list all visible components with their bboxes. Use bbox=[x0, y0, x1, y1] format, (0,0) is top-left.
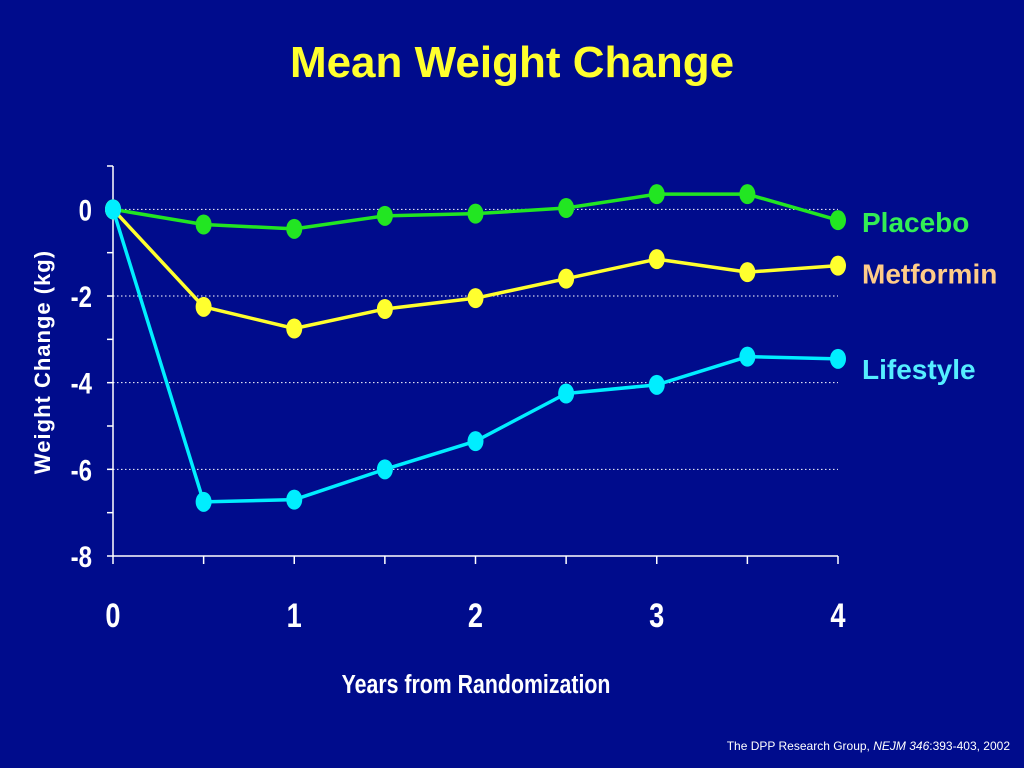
series-layer bbox=[105, 184, 846, 512]
point-placebo-2 bbox=[286, 218, 303, 239]
x-axis-label: Years from Randomization bbox=[342, 670, 611, 700]
x-tick-label-2: 2 bbox=[468, 596, 483, 635]
chart-title: Mean Weight Change bbox=[289, 38, 735, 87]
point-placebo-6 bbox=[648, 184, 665, 205]
legend-label-metformin: Metformin bbox=[862, 259, 997, 290]
point-metformin-4 bbox=[467, 288, 484, 309]
x-tick-label-3: 3 bbox=[649, 596, 664, 635]
legend-label-placebo: Placebo bbox=[862, 207, 969, 238]
point-metformin-2 bbox=[286, 318, 303, 339]
point-metformin-5 bbox=[558, 268, 575, 289]
point-lifestyle-1 bbox=[195, 491, 212, 512]
point-lifestyle-2 bbox=[286, 489, 303, 510]
point-placebo-4 bbox=[467, 203, 484, 224]
y-tick-label-4: -8 bbox=[71, 539, 92, 573]
citation-pages: :393-403, 2002 bbox=[929, 739, 1010, 753]
y-tick-label-1: -2 bbox=[71, 279, 92, 313]
x-tick-label-4: 4 bbox=[830, 596, 845, 635]
series-line-metformin bbox=[111, 208, 839, 331]
point-lifestyle-6 bbox=[648, 374, 665, 395]
x-tick-label-1: 1 bbox=[287, 596, 302, 635]
citation: The DPP Research Group, NEJM 346:393-403… bbox=[727, 739, 1010, 753]
point-placebo-8 bbox=[830, 210, 846, 231]
citation-authors: The DPP Research Group, bbox=[726, 739, 874, 753]
series-lifestyle bbox=[105, 199, 846, 512]
tick-labels: 0 -2 -4 -6 -8 0 1 2 3 4 bbox=[71, 193, 846, 635]
y-axis-label: Weight Change (kg) bbox=[30, 250, 55, 474]
point-metformin-6 bbox=[648, 249, 665, 270]
series-line-lifestyle bbox=[111, 208, 839, 504]
point-lifestyle-8 bbox=[830, 348, 846, 369]
point-placebo-5 bbox=[558, 198, 575, 219]
point-metformin-7 bbox=[739, 262, 756, 283]
y-tick-label-2: -4 bbox=[71, 366, 92, 400]
series-placebo bbox=[105, 184, 846, 239]
axes bbox=[107, 165, 839, 564]
y-tick-label-0: 0 bbox=[79, 193, 92, 227]
grid-lines bbox=[113, 208, 838, 470]
y-tick-label-3: -6 bbox=[71, 453, 92, 487]
point-lifestyle-3 bbox=[376, 459, 393, 480]
point-lifestyle-5 bbox=[558, 383, 575, 404]
point-placebo-1 bbox=[195, 214, 212, 235]
legend-label-lifestyle: Lifestyle bbox=[862, 354, 976, 385]
citation-journal: NEJM 346 bbox=[873, 739, 930, 753]
x-tick-label-0: 0 bbox=[105, 596, 120, 635]
point-lifestyle-7 bbox=[739, 346, 756, 367]
point-placebo-7 bbox=[739, 184, 756, 205]
point-metformin-3 bbox=[376, 299, 393, 319]
point-placebo-3 bbox=[376, 205, 393, 226]
point-metformin-8 bbox=[830, 255, 846, 276]
point-lifestyle-0 bbox=[105, 199, 121, 220]
legend: Placebo Metformin Lifestyle bbox=[862, 207, 997, 385]
point-lifestyle-4 bbox=[467, 431, 484, 452]
point-metformin-1 bbox=[195, 296, 212, 317]
